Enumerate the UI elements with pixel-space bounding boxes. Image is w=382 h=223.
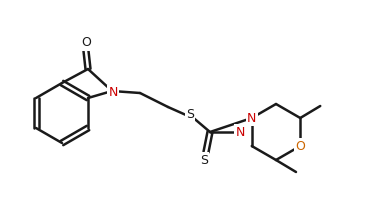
Text: S: S [186,109,194,122]
Text: S: S [200,153,208,167]
Text: O: O [295,140,305,153]
Text: O: O [81,37,91,50]
Text: N: N [108,87,118,99]
Text: N: N [247,112,256,124]
Text: N: N [235,126,245,138]
